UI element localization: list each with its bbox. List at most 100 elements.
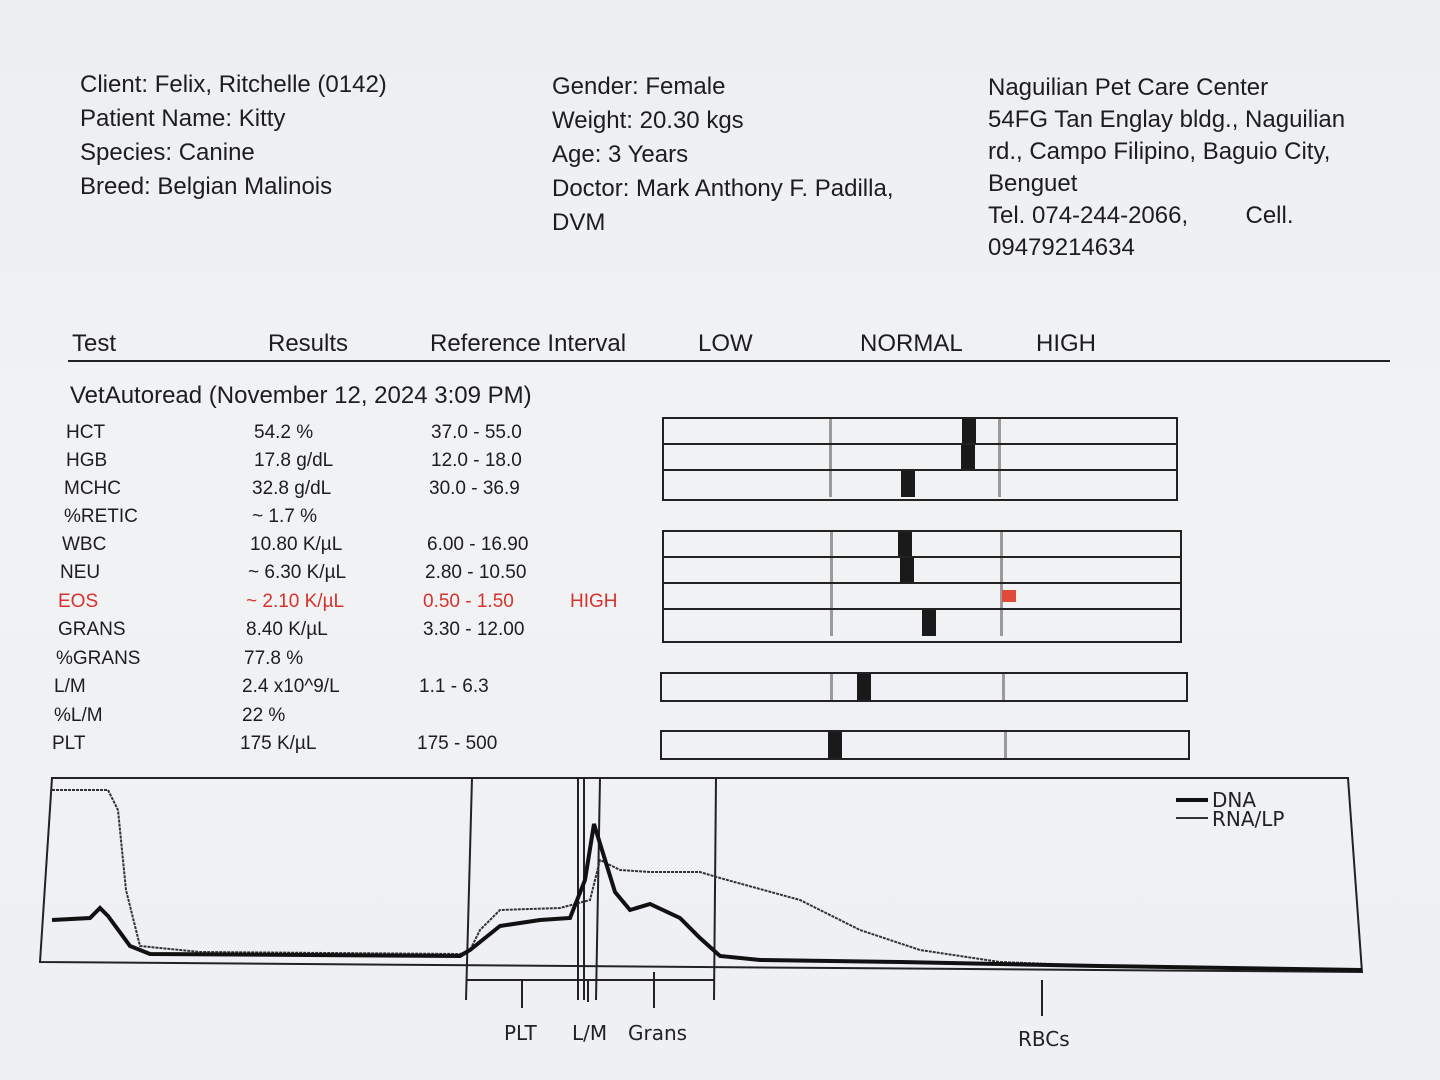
range-tick-high: [998, 419, 1001, 443]
patient-info: Gender: Female Weight: 20.30 kgs Age: 3 …: [552, 70, 893, 240]
histogram-frame: [38, 777, 1364, 974]
range-tick-high: [1000, 532, 1003, 556]
section-title: VetAutoread (November 12, 2024 3:09 PM): [70, 382, 532, 409]
range-marker: [898, 532, 912, 556]
range-marker: [961, 445, 975, 469]
test-name: GRANS: [58, 619, 126, 640]
result-row: GRANS 8.40 K/µL 3.30 - 12.00: [0, 617, 660, 643]
result-row: NEU ~ 6.30 K/µL 2.80 - 10.50: [0, 560, 660, 586]
test-result: ~ 2.10 K/µL: [246, 591, 345, 612]
range-tick-low: [830, 674, 833, 700]
range-tick-low: [830, 558, 833, 582]
test-result: 77.8 %: [244, 648, 304, 669]
test-result: 22 %: [242, 705, 286, 726]
header-normal: NORMAL: [860, 330, 963, 357]
range-tick-low: [830, 584, 833, 608]
range-tick-high: [1000, 584, 1003, 608]
range-marker: [922, 610, 936, 636]
range-tick-low: [830, 610, 833, 636]
range-tick-low: [829, 471, 832, 497]
test-reference: 12.0 - 18.0: [431, 450, 522, 471]
test-reference: 3.30 - 12.00: [423, 619, 525, 640]
test-result: 54.2 %: [254, 422, 314, 443]
clinic-address-line1: 54FG Tan Englay bldg., Naguilian: [988, 106, 1346, 133]
clinic-name: Naguilian Pet Care Center: [988, 74, 1269, 101]
range-tick-high: [1000, 558, 1003, 582]
label-rbcs: RBCs: [1018, 1027, 1070, 1051]
header-low: LOW: [698, 330, 753, 357]
range-bar-lm: [662, 674, 1186, 700]
clinic-address-line3: Benguet: [988, 170, 1078, 197]
range-tick-low: [829, 419, 832, 443]
test-name: PLT: [52, 733, 86, 754]
clinic-info: Naguilian Pet Care Center 54FG Tan Engla…: [988, 72, 1345, 264]
result-row: %L/M 22 %: [0, 703, 660, 729]
range-marker: [962, 419, 976, 443]
quantitative-buffy-coat-histogram: DNA RNA/LP PLT L/M Grans RBCs: [38, 777, 1364, 1051]
range-marker: [828, 732, 842, 758]
range-marker: [901, 471, 915, 497]
test-reference: 30.0 - 36.9: [429, 478, 520, 499]
range-bar-hgb: [664, 445, 1176, 471]
result-row: EOS ~ 2.10 K/µL 0.50 - 1.50 HIGH: [0, 589, 660, 615]
header-test: Test: [72, 330, 117, 357]
test-result: 2.4 x10^9/L: [242, 676, 340, 697]
test-result: 8.40 K/µL: [246, 619, 328, 640]
test-name: HCT: [66, 422, 106, 443]
range-bar-wbc: [664, 532, 1180, 558]
histogram-gate-lines: [465, 777, 717, 1001]
range-tick-high: [1000, 610, 1003, 636]
range-box-lm: [660, 672, 1188, 702]
test-reference: 175 - 500: [417, 733, 498, 754]
result-row: WBC 10.80 K/µL 6.00 - 16.90: [0, 532, 660, 558]
test-name: %GRANS: [56, 648, 141, 669]
test-name: HGB: [66, 450, 108, 471]
test-result: ~ 6.30 K/µL: [248, 562, 347, 583]
client-info: Client: Felix, Ritchelle (0142) Patient …: [80, 68, 387, 204]
range-marker-high: [1002, 590, 1016, 602]
test-name: %RETIC: [64, 506, 138, 527]
weight: Weight: 20.30 kgs: [552, 107, 744, 134]
test-reference: 1.1 - 6.3: [419, 676, 489, 697]
test-result: 175 K/µL: [240, 733, 317, 754]
range-tick-high: [998, 445, 1001, 469]
range-bar-plt: [662, 732, 1188, 758]
clinic-address-line2: rd., Campo Filipino, Baguio City,: [988, 138, 1331, 165]
result-row: %RETIC ~ 1.7 %: [0, 504, 660, 530]
test-result: ~ 1.7 %: [252, 506, 317, 527]
range-tick-high: [1004, 732, 1007, 758]
result-row: %GRANS 77.8 %: [0, 646, 660, 672]
test-name: WBC: [62, 534, 107, 555]
range-tick-high: [1002, 674, 1005, 700]
rna-lp-curve: [52, 789, 1363, 971]
range-bar-neu: [664, 558, 1180, 584]
breed: Breed: Belgian Malinois: [80, 173, 333, 200]
range-bar-grans: [664, 610, 1180, 636]
test-name: %L/M: [54, 705, 103, 726]
result-row: HCT 54.2 % 37.0 - 55.0: [0, 420, 660, 446]
range-bar-hct: [664, 419, 1176, 445]
range-bar-mchc: [664, 471, 1176, 497]
gate-line: [713, 777, 717, 1001]
legend-rna-label: RNA/LP: [1212, 807, 1284, 831]
test-name: EOS: [58, 591, 99, 612]
gate-line: [595, 777, 601, 1001]
dna-curve: [51, 823, 1363, 972]
range-marker: [900, 558, 914, 582]
result-row: PLT 175 K/µL 175 - 500: [0, 731, 660, 757]
result-row: L/M 2.4 x10^9/L 1.1 - 6.3: [0, 674, 660, 700]
range-tick-low: [829, 445, 832, 469]
doctor: Doctor: Mark Anthony F. Padilla,: [552, 175, 894, 202]
patient-name: Patient Name: Kitty: [80, 105, 286, 132]
range-tick-low: [830, 532, 833, 556]
test-reference: 0.50 - 1.50: [423, 591, 514, 612]
species: Species: Canine: [80, 139, 255, 166]
test-reference: 6.00 - 16.90: [427, 534, 529, 555]
header-rule: [68, 360, 1390, 362]
test-reference: 2.80 - 10.50: [425, 562, 527, 583]
header-high: HIGH: [1036, 330, 1096, 357]
histogram-bracket: [466, 972, 1043, 1016]
test-flag: HIGH: [570, 591, 618, 612]
test-name: MCHC: [64, 478, 121, 499]
range-tick-high: [998, 471, 1001, 497]
